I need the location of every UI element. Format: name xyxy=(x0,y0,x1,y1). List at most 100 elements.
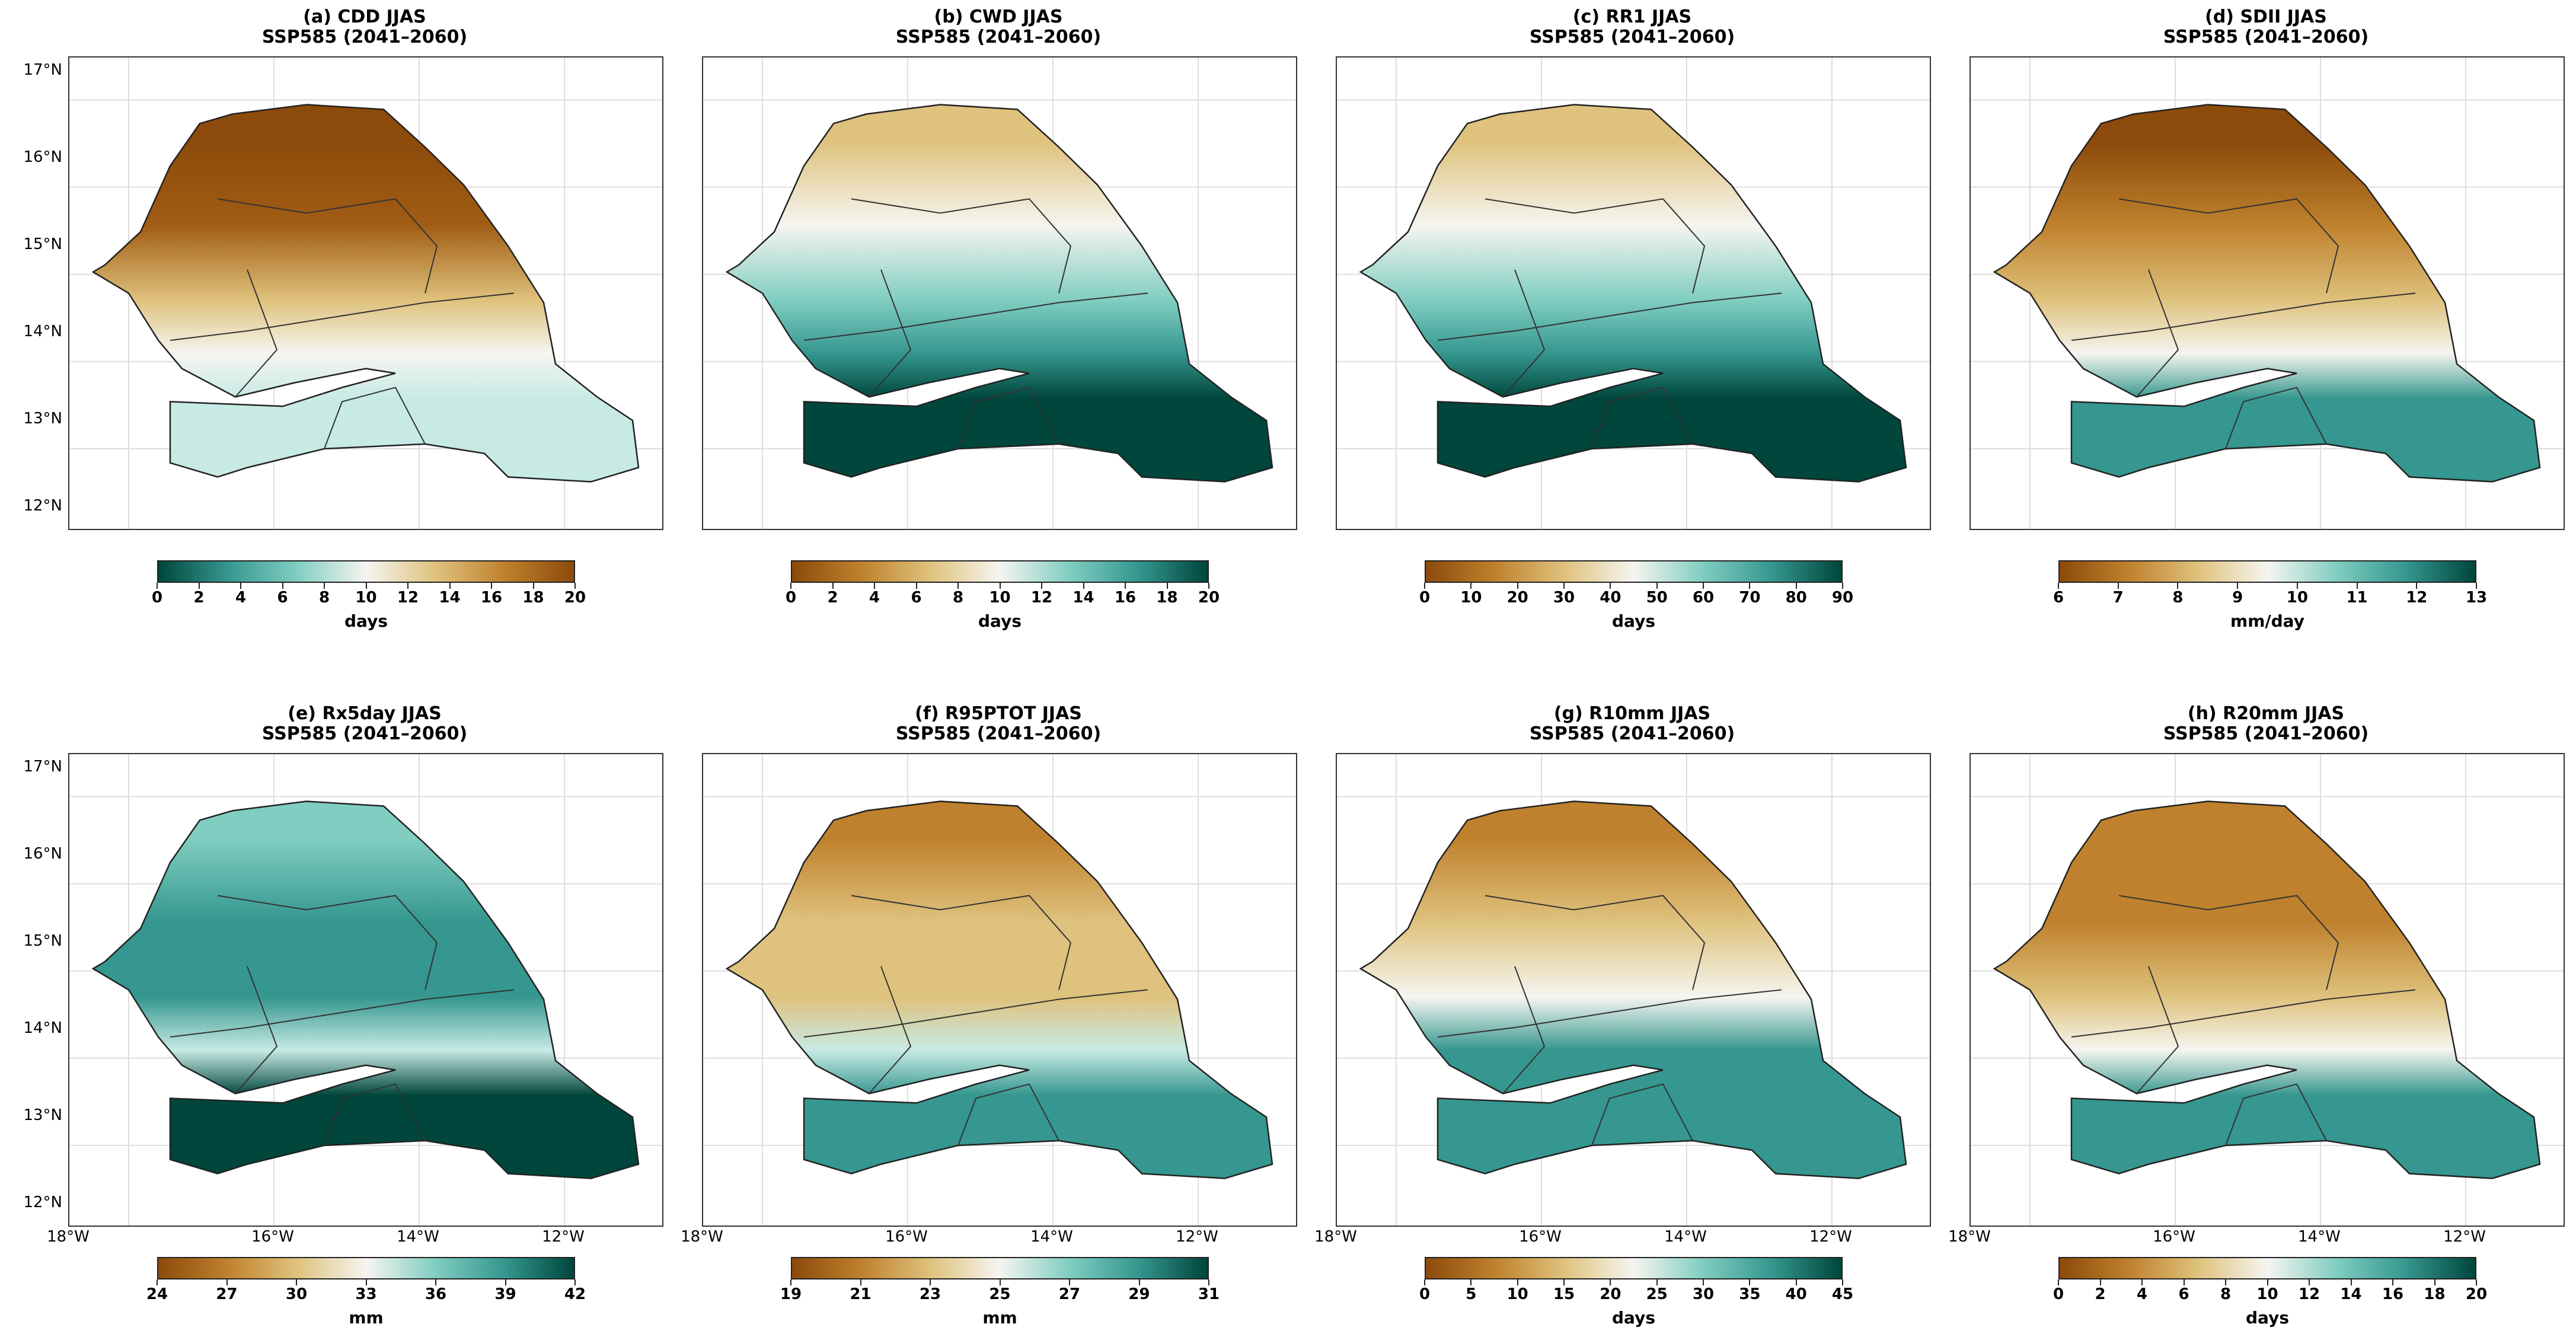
colorbar-tick-mark xyxy=(1517,583,1518,589)
colorbar-tick-label: 8 xyxy=(318,589,330,607)
colorbar-tick-mark xyxy=(915,583,917,589)
colorbar-tick-label: 39 xyxy=(494,1285,516,1303)
colorbar-tick-label: 6 xyxy=(2052,589,2064,607)
colorbar-tick-label: 0 xyxy=(785,589,797,607)
colorbar-tick-mark xyxy=(2356,583,2358,589)
region-boundary xyxy=(1437,292,1782,341)
panel-title: (b) CWD JJAS xyxy=(934,7,1063,27)
lat-label: 15°N xyxy=(23,932,62,950)
region-boundary xyxy=(1502,966,1546,1095)
colorbar xyxy=(157,560,575,583)
colorbar-tick-label: 12 xyxy=(2406,589,2428,607)
colorbar-tick-mark xyxy=(157,1279,158,1285)
colorbar-tick-label: 31 xyxy=(1198,1285,1220,1303)
colorbar-unit-label: days xyxy=(1612,611,1655,631)
map-panel-b: (b) CWD JJAS SSP585 (2041–2060) 0 2 4 6 8 10 12… xyxy=(702,0,1297,640)
colorbar-tick-mark xyxy=(1656,583,1658,589)
colorbar-tick-mark xyxy=(1517,1279,1518,1285)
region-boundary xyxy=(324,387,426,449)
colorbar-tick-label: 70 xyxy=(1739,589,1761,607)
colorbar-tick-mark xyxy=(1656,1279,1658,1285)
colorbar-tick-mark xyxy=(930,1279,931,1285)
colorbar-tick-mark xyxy=(1749,583,1751,589)
senegal-map xyxy=(1337,754,1930,1226)
colorbar-tick-label: 10 xyxy=(2286,589,2308,607)
colorbar-tick-mark xyxy=(1795,583,1797,589)
colorbar-tick-label: 8 xyxy=(952,589,964,607)
colorbar-tick-label: 27 xyxy=(216,1285,238,1303)
map-panel-c: (c) RR1 JJAS SSP585 (2041–2060) 0 10 20 30 40… xyxy=(1336,0,1931,640)
colorbar-tick-mark xyxy=(1703,1279,1704,1285)
colorbar-tick-label: 16 xyxy=(2382,1285,2404,1303)
region-boundary xyxy=(1591,1083,1693,1146)
colorbar-tick-mark xyxy=(1703,583,1704,589)
senegal-map xyxy=(1337,58,1930,529)
colorbar-tick-label: 10 xyxy=(355,589,377,607)
colorbar-tick-label: 16 xyxy=(1114,589,1137,607)
colorbar-tick-label: 0 xyxy=(1419,1285,1431,1303)
lon-label: 12°W xyxy=(542,1228,585,1246)
colorbar-tick-mark xyxy=(1041,583,1042,589)
senegal-map xyxy=(703,58,1296,529)
country-outline xyxy=(1359,800,1907,1179)
colorbar-tick-label: 80 xyxy=(1785,589,1807,607)
colorbar-tick-mark xyxy=(2117,583,2119,589)
colorbar-tick-label: 24 xyxy=(146,1285,168,1303)
colorbar xyxy=(791,560,1209,583)
colorbar-tick-label: 30 xyxy=(285,1285,308,1303)
panel-title: (h) R20mm JJAS xyxy=(2187,703,2345,724)
colorbar xyxy=(1425,560,1843,583)
colorbar-tick-mark xyxy=(2058,1279,2059,1285)
colorbar-tick-label: 20 xyxy=(2465,1285,2488,1303)
colorbar xyxy=(2058,1257,2476,1279)
colorbar-tick-mark xyxy=(2350,1279,2352,1285)
lon-label: 16°W xyxy=(1519,1228,1562,1246)
colorbar-tick-label: 25 xyxy=(1646,1285,1668,1303)
colorbar-tick-mark xyxy=(832,583,834,589)
region-boundary xyxy=(217,198,438,293)
lon-label: 12°W xyxy=(2443,1228,2486,1246)
colorbar-tick-label: 16 xyxy=(480,589,503,607)
region-boundary xyxy=(1502,269,1546,398)
country-outline xyxy=(91,800,640,1179)
colorbar-tick-label: 15 xyxy=(1553,1285,1575,1303)
region-boundary xyxy=(1485,198,1706,293)
region-boundary xyxy=(803,989,1148,1038)
colorbar-tick-mark xyxy=(1795,1279,1797,1285)
colorbar-tick-mark xyxy=(574,583,576,589)
lon-label: 16°W xyxy=(251,1228,294,1246)
colorbar-tick-mark xyxy=(324,583,325,589)
colorbar-tick-label: 10 xyxy=(2256,1285,2278,1303)
map-frame xyxy=(1969,753,2565,1227)
lon-label: 14°W xyxy=(1030,1228,1073,1246)
map-frame xyxy=(702,753,1297,1227)
lat-label: 14°N xyxy=(23,323,62,341)
region-boundary xyxy=(2136,966,2179,1095)
colorbar-tick-label: 35 xyxy=(1739,1285,1761,1303)
colorbar-tick-mark xyxy=(2296,583,2298,589)
colorbar-tick-mark xyxy=(1563,1279,1565,1285)
colorbar-tick-mark xyxy=(2183,1279,2185,1285)
region-boundary xyxy=(869,269,912,398)
lon-label: 12°W xyxy=(1176,1228,1218,1246)
senegal-map xyxy=(1971,754,2564,1226)
colorbar-tick-mark xyxy=(435,1279,436,1285)
map-panel-h: (h) R20mm JJAS SSP585 (2041–2060) 18°W 16°… xyxy=(1948,697,2565,1337)
colorbar-tick-mark xyxy=(999,583,1001,589)
region-boundary xyxy=(1437,989,1782,1038)
colorbar-tick-label: 13 xyxy=(2465,589,2488,607)
colorbar-tick-mark xyxy=(790,1279,791,1285)
colorbar-unit-label: mm/day xyxy=(2230,611,2304,631)
colorbar-tick-mark xyxy=(574,1279,576,1285)
colorbar-tick-label: 40 xyxy=(1600,589,1621,607)
colorbar-tick-label: 27 xyxy=(1058,1285,1081,1303)
region-boundary xyxy=(2118,895,2339,990)
colorbar-tick-label: 19 xyxy=(780,1285,802,1303)
lon-label: 18°W xyxy=(1314,1228,1357,1246)
colorbar-tick-mark xyxy=(2141,1279,2143,1285)
country-outline xyxy=(1359,104,1907,483)
panel-subtitle: SSP585 (2041–2060) xyxy=(2163,27,2369,47)
colorbar-tick-mark xyxy=(532,583,534,589)
region-boundary xyxy=(2071,292,2416,341)
map-panel-a: (a) CDD JJAS SSP585 (2041–2060) 17°N 16°N 1… xyxy=(23,0,663,640)
